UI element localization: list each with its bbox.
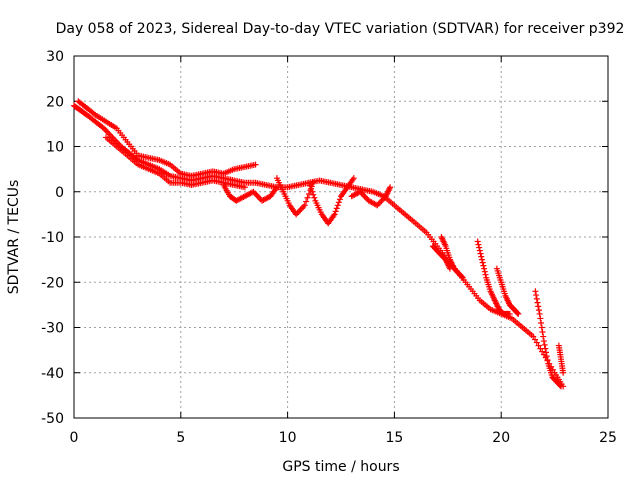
data-point (540, 333, 547, 340)
data-point (478, 253, 485, 260)
y-tick-label: 20 (46, 94, 64, 110)
series-loop-13-15 (348, 184, 394, 209)
y-tick-label: -30 (41, 321, 64, 337)
data-point (543, 353, 550, 360)
data-point (474, 238, 481, 245)
data-point (459, 274, 466, 281)
data-point (241, 184, 248, 191)
x-tick-label: 10 (279, 430, 297, 446)
data-point (532, 336, 539, 343)
grid-lines (74, 56, 608, 418)
data-point (536, 310, 543, 317)
data-point (475, 241, 482, 248)
data-point (506, 310, 513, 317)
data-point (310, 191, 317, 198)
data-point (311, 194, 318, 201)
data-point (532, 288, 539, 295)
data-point (539, 329, 546, 336)
series-branch-17b (438, 234, 466, 281)
x-axis-label: GPS time / hours (282, 459, 399, 475)
x-tick-label: 20 (492, 430, 510, 446)
data-point (479, 259, 486, 266)
data-point (481, 268, 488, 275)
series-main-trace (71, 102, 567, 390)
series-branch-23 (555, 342, 567, 376)
data-point (530, 333, 537, 340)
data-point (304, 194, 311, 201)
data-point (560, 369, 567, 376)
data-point (533, 292, 540, 299)
data-point (535, 342, 542, 349)
data-point (334, 202, 341, 209)
data-point (336, 196, 343, 203)
data-point (480, 262, 487, 269)
data-point (333, 205, 340, 212)
y-tick-label: 0 (55, 185, 64, 201)
data-point (476, 247, 483, 254)
y-tick-label: 10 (46, 140, 64, 156)
data-point (305, 179, 312, 186)
data-point (332, 208, 339, 215)
series-loop-9-11 (273, 175, 317, 218)
series-upper-band (75, 98, 259, 179)
x-tick-label: 5 (176, 430, 185, 446)
data-point (478, 256, 485, 263)
y-tick-label: -20 (41, 275, 64, 291)
data-point (537, 315, 544, 322)
data-point (331, 211, 338, 218)
axis-ticks: 0 5 10 15 20 25 -50 -40 -30 -20 -10 0 10 20 30 (41, 49, 617, 446)
data-point (533, 295, 540, 302)
y-tick-label: -40 (41, 366, 64, 382)
data-point (335, 199, 342, 206)
series-dip-11-13 (305, 175, 357, 227)
data-point (534, 299, 541, 306)
data-point (482, 271, 489, 278)
y-tick-label: -10 (41, 230, 64, 246)
data-point (538, 324, 545, 331)
x-tick-label: 25 (599, 430, 617, 446)
data-point (539, 348, 546, 355)
series-lower-band (103, 134, 248, 191)
x-tick-label: 15 (385, 430, 403, 446)
data-point (308, 185, 315, 192)
series-branch-19 (474, 238, 513, 317)
data-point (540, 338, 547, 345)
series-branch-20 (493, 265, 522, 317)
data-point (535, 303, 542, 310)
chart-title: Day 058 of 2023, Sidereal Day-to-day VTE… (56, 21, 625, 37)
data-point (476, 244, 483, 251)
data-point (538, 319, 545, 326)
data-point (309, 188, 316, 195)
data-point (515, 310, 522, 317)
data-point (541, 341, 548, 348)
data-point (301, 202, 308, 209)
data-point (544, 356, 551, 363)
series-branch-22 (532, 288, 565, 390)
data-marks (71, 98, 567, 390)
y-axis-label: SDTVAR / TECUs (6, 180, 22, 295)
data-point (387, 184, 394, 191)
data-point (542, 345, 549, 352)
data-point (459, 273, 466, 280)
y-tick-label: -50 (41, 411, 64, 427)
data-point (305, 191, 312, 198)
x-tick-label: 0 (70, 430, 79, 446)
data-point (557, 382, 564, 389)
data-point (558, 383, 565, 390)
data-point (252, 161, 259, 168)
data-point (477, 250, 484, 257)
data-point (350, 175, 357, 182)
data-point (535, 307, 542, 314)
data-point (543, 349, 550, 356)
data-point (533, 339, 540, 346)
data-point (514, 310, 521, 317)
y-tick-label: 30 (46, 49, 64, 65)
data-point (303, 198, 310, 205)
data-point (481, 265, 488, 272)
series-loop-7-9 (220, 181, 280, 204)
data-point (307, 182, 314, 189)
